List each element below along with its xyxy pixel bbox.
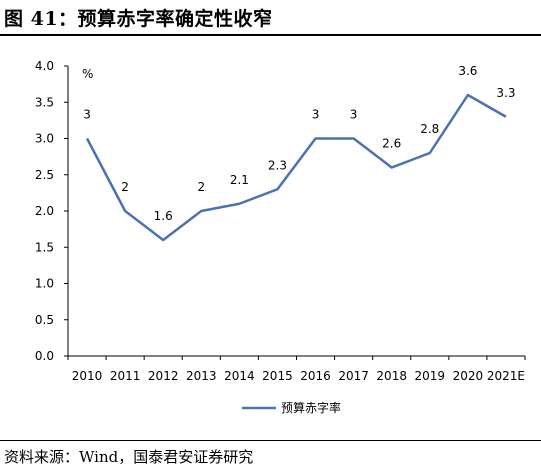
y-tick-label: 0.5 (35, 313, 54, 327)
source-note: 资料来源：Wind，国泰君安证券研究 (4, 448, 254, 466)
series-group: 3 2 1.6 2 2.1 2.3 3 3 2.6 2.8 3.6 3.3 (83, 64, 516, 242)
y-tick-label: 1.0 (35, 277, 54, 291)
x-tick-label: 2016 (300, 369, 331, 383)
y-axis-ticks: 0.0 0.5 1.0 1.5 2.0 2.5 3.0 3.5 4.0 (35, 59, 68, 363)
y-tick-label: 4.0 (35, 59, 54, 73)
source-divider (0, 440, 541, 441)
legend: 预算赤字率 (242, 400, 341, 415)
x-tick-label: 2012 (148, 369, 179, 383)
title-divider (0, 34, 541, 36)
data-label: 2.1 (230, 173, 249, 187)
data-label: 3.3 (496, 86, 515, 100)
x-tick-label: 2010 (72, 369, 103, 383)
data-label: 3 (312, 108, 320, 122)
y-tick-label: 2.5 (35, 168, 54, 182)
x-tick-label: 2017 (338, 369, 369, 383)
data-label: 2.8 (420, 122, 439, 136)
data-label: 1.6 (154, 209, 173, 223)
legend-label: 预算赤字率 (281, 400, 341, 415)
data-label: 2 (121, 180, 129, 194)
y-tick-label: 1.5 (35, 240, 54, 254)
y-tick-label: 2.0 (35, 204, 54, 218)
series-line (85, 93, 507, 242)
chart-title: 图 41：预算赤字率确定性收窄 (4, 8, 273, 30)
y-tick-label: 3.5 (35, 95, 54, 109)
data-label: 2.3 (268, 158, 287, 172)
x-tick-label: 2011 (110, 369, 141, 383)
data-label: 3.6 (458, 64, 477, 78)
x-tick-label: 2020 (453, 369, 484, 383)
x-axis-ticks: 2010 2011 2012 2013 2014 2015 2016 2017 2018 2019… (67, 356, 526, 383)
y-tick-label: 3.0 (35, 132, 54, 146)
x-tick-label: 2019 (415, 369, 446, 383)
x-tick-label: 2021E (487, 369, 525, 383)
chart-axes (67, 66, 525, 357)
x-tick-label: 2014 (224, 369, 255, 383)
y-tick-label: 0.0 (35, 349, 54, 363)
x-tick-label: 2018 (376, 369, 407, 383)
data-label: 2 (197, 180, 205, 194)
data-label: 2.6 (382, 137, 401, 151)
x-tick-label: 2015 (262, 369, 293, 383)
y-axis-unit-label: % (82, 67, 93, 81)
data-label: 3 (83, 108, 91, 122)
data-label: 3 (350, 108, 358, 122)
x-tick-label: 2013 (186, 369, 217, 383)
line-chart: 0.0 0.5 1.0 1.5 2.0 2.5 3.0 3.5 4.0 2010 2011 2012… (35, 59, 526, 415)
